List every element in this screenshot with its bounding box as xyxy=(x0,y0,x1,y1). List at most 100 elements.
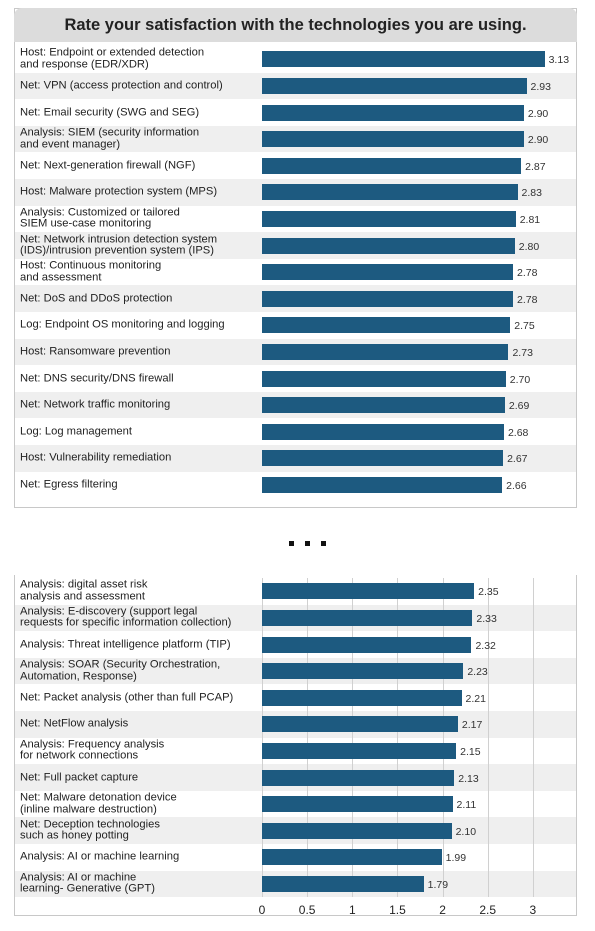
category-label: Host: Malware protection system (MPS) xyxy=(20,185,218,198)
category-label: Analysis: SIEM (security information and… xyxy=(20,126,200,151)
value-label: 2.15 xyxy=(460,745,481,758)
value-label: 2.78 xyxy=(516,293,538,306)
bar xyxy=(262,51,545,68)
grid-line xyxy=(352,578,354,898)
category-label: Net: Full packet capture xyxy=(20,770,139,783)
category-label: Host: Continuous monitoring and assessme… xyxy=(20,259,162,284)
x-tick-label: 1.5 xyxy=(389,903,406,918)
category-label: Analysis: Frequency analysis for network… xyxy=(20,738,165,762)
category-label: Analysis: AI or machine learning xyxy=(20,850,180,863)
bar xyxy=(262,343,509,360)
bar xyxy=(262,609,473,626)
bar xyxy=(262,290,513,307)
category-label: Net: Email security (SWG and SEG) xyxy=(20,105,200,118)
bar xyxy=(262,849,442,866)
grid-line xyxy=(487,578,489,898)
bar xyxy=(262,77,527,94)
chart-title: Rate your satisfaction with the technolo… xyxy=(14,8,577,42)
category-label: Host: Ransomware prevention xyxy=(20,345,171,358)
value-label: 2.10 xyxy=(455,825,477,838)
x-tick-label: 1 xyxy=(348,903,356,918)
bar xyxy=(262,583,475,600)
bar xyxy=(262,104,524,121)
grid-line xyxy=(307,578,309,898)
bar xyxy=(262,636,472,653)
value-label: 2.90 xyxy=(527,107,549,120)
value-label: 2.93 xyxy=(530,80,551,93)
bar xyxy=(262,184,518,201)
category-label: Analysis: Customized or tailored SIEM us… xyxy=(20,206,180,230)
category-label: Analysis: digital asset risk analysis an… xyxy=(20,578,148,603)
x-tick-label: 0.5 xyxy=(298,903,316,918)
value-label: 2.69 xyxy=(508,400,530,413)
value-label: 2.73 xyxy=(512,346,533,359)
value-label: 2.66 xyxy=(506,479,527,492)
grid-line xyxy=(532,578,534,898)
value-label: 2.81 xyxy=(519,213,541,226)
value-label: 1.79 xyxy=(427,878,449,891)
bar xyxy=(262,663,464,680)
value-label: 2.78 xyxy=(516,267,538,280)
category-label: Net: Malware detonation device (inline m… xyxy=(20,791,177,816)
bar xyxy=(262,423,504,440)
category-label: Log: Log management xyxy=(20,424,132,437)
category-label: Net: Egress filtering xyxy=(20,478,118,491)
category-label: Analysis: Threat intelligence platform (… xyxy=(20,637,231,650)
value-label: 2.32 xyxy=(475,639,496,652)
category-label: Net: NetFlow analysis xyxy=(20,717,129,730)
x-tick-label: 2 xyxy=(439,903,446,918)
bar xyxy=(262,875,424,892)
value-label: 2.33 xyxy=(476,612,497,625)
value-label: 2.80 xyxy=(518,240,540,253)
value-label: 2.87 xyxy=(525,160,546,173)
x-tick-label: 2.5 xyxy=(479,903,497,918)
grid-line xyxy=(397,578,399,898)
value-label: 2.75 xyxy=(514,320,535,333)
ellipsis-dot xyxy=(289,541,294,546)
value-label: 2.70 xyxy=(509,373,531,386)
value-label: 2.90 xyxy=(527,134,549,147)
bar xyxy=(262,742,457,759)
bar xyxy=(262,450,504,467)
category-label: Net: Deception technologies such as hone… xyxy=(20,818,160,842)
category-label: Net: DoS and DDoS protection xyxy=(20,291,173,304)
bottom-panel xyxy=(14,575,577,916)
bar xyxy=(262,822,452,839)
bar xyxy=(262,210,516,227)
bar xyxy=(262,157,522,174)
category-label: Net: DNS security/DNS firewall xyxy=(20,371,174,384)
x-tick-label: 3 xyxy=(529,903,537,918)
bar xyxy=(262,689,462,706)
value-label: 2.67 xyxy=(507,453,528,466)
category-label: Net: Network intrusion detection system … xyxy=(20,233,218,257)
category-label: Host: Vulnerability remediation xyxy=(20,451,172,464)
bar xyxy=(262,716,458,733)
value-label: 2.35 xyxy=(478,586,499,599)
category-label: Host: Endpoint or extended detection and… xyxy=(20,46,205,71)
category-label: Analysis: E-discovery (support legal req… xyxy=(20,605,232,629)
category-label: Analysis: SOAR (Security Orchestration, … xyxy=(20,658,221,683)
value-label: 2.13 xyxy=(458,772,479,785)
bar xyxy=(262,476,503,493)
grid-line xyxy=(262,578,263,898)
ellipsis-dot xyxy=(321,541,326,546)
category-label: Net: Network traffic monitoring xyxy=(20,398,171,411)
ellipsis-dot xyxy=(305,541,310,546)
category-label: Net: VPN (access protection and control) xyxy=(20,79,223,92)
bar xyxy=(262,397,505,414)
bar xyxy=(262,131,524,148)
value-label: 2.23 xyxy=(467,666,488,679)
value-label: 1.99 xyxy=(445,852,467,865)
value-label: 2.11 xyxy=(456,799,477,812)
value-label: 2.68 xyxy=(507,426,529,439)
bar xyxy=(262,796,453,813)
bar xyxy=(262,370,506,387)
bar xyxy=(262,237,515,254)
bar xyxy=(262,769,455,786)
category-label: Analysis: AI or machine learning- Genera… xyxy=(20,871,155,895)
bar xyxy=(262,264,513,281)
category-label: Log: Endpoint OS monitoring and logging xyxy=(20,318,225,331)
category-label: Net: Next-generation firewall (NGF) xyxy=(20,158,196,171)
value-label: 2.83 xyxy=(521,187,542,200)
